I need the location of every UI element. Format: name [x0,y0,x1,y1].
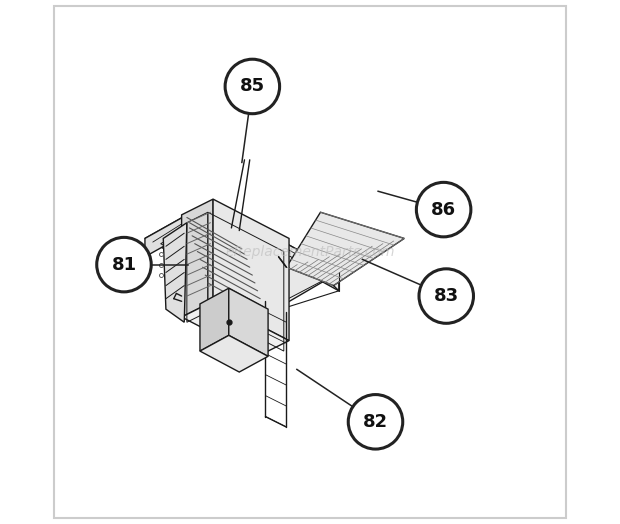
Circle shape [225,59,280,114]
Circle shape [348,395,403,449]
Text: 85: 85 [240,78,265,95]
Polygon shape [229,288,268,356]
Text: 83: 83 [433,287,459,305]
Text: 86: 86 [431,201,456,219]
Circle shape [417,182,471,237]
Polygon shape [200,335,268,372]
Polygon shape [161,215,329,307]
Polygon shape [182,199,213,317]
Polygon shape [200,288,229,351]
Circle shape [419,269,474,323]
Circle shape [97,237,151,292]
Polygon shape [163,223,187,322]
Polygon shape [210,202,339,291]
Polygon shape [145,202,339,309]
Polygon shape [286,212,404,286]
Polygon shape [145,202,210,257]
Text: 82: 82 [363,413,388,431]
Text: 81: 81 [112,256,136,274]
Polygon shape [182,301,289,356]
Text: eReplacementParts.com: eReplacementParts.com [225,245,395,258]
Polygon shape [213,199,289,341]
